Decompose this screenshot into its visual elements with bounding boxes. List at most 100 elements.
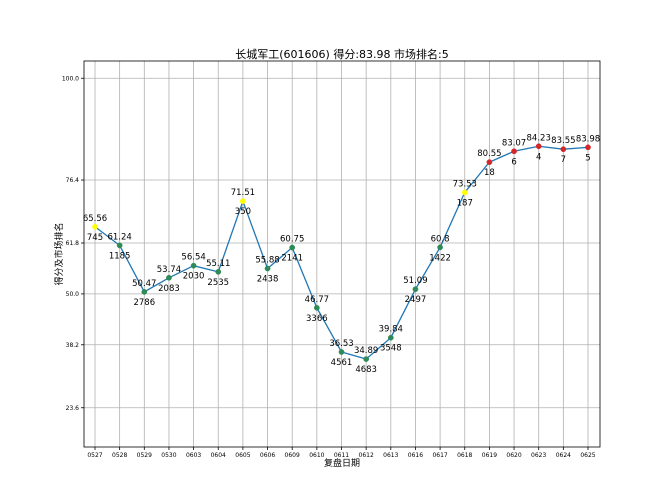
rank-data-label: 6	[511, 157, 516, 167]
rank-data-label: 5	[585, 153, 590, 163]
x-tick-label: 0605	[235, 452, 250, 459]
x-tick-label: 0620	[506, 452, 521, 459]
data-point	[116, 242, 123, 249]
score-data-label: 83.55	[551, 136, 575, 146]
data-point	[190, 262, 197, 269]
x-tick-label: 0606	[260, 452, 275, 459]
rank-data-label: 745	[87, 233, 103, 243]
x-tick-label: 0624	[556, 452, 571, 459]
x-tick-label: 0609	[285, 452, 300, 459]
x-tick-label: 0613	[383, 452, 398, 459]
data-point	[314, 304, 320, 311]
y-tick-label: 76.4	[66, 177, 80, 184]
data-point	[560, 146, 567, 153]
data-point	[215, 269, 222, 275]
score-data-label: 50.47	[132, 279, 156, 289]
x-tick-label: 0529	[137, 452, 152, 459]
data-point	[486, 159, 493, 165]
x-tick-label: 0618	[457, 452, 472, 459]
y-tick-label: 38.2	[66, 342, 80, 349]
x-axis: 0527 0528 0529 0530 0603 0604 0605 0606 0609 0610…	[87, 447, 596, 459]
x-tick-label: 0610	[309, 452, 324, 459]
data-point	[92, 223, 98, 230]
data-point	[511, 148, 517, 155]
rank-data-label: 350	[235, 207, 251, 217]
data-point	[535, 143, 542, 150]
score-data-label: 56.54	[181, 253, 205, 263]
x-tick-label: 0527	[87, 452, 102, 459]
y-tick-label: 23.6	[66, 405, 80, 412]
score-data-label: 84.23	[527, 133, 551, 143]
score-data-label: 65.56	[83, 214, 107, 224]
score-data-label: 61.24	[107, 232, 131, 242]
x-tick-label: 0603	[186, 452, 201, 459]
score-data-label: 83.98	[576, 134, 600, 144]
data-point	[264, 265, 271, 272]
rank-data-label: 3366	[306, 314, 328, 324]
data-point	[338, 349, 345, 355]
data-point	[363, 356, 369, 362]
x-tick-label: 0604	[211, 452, 226, 459]
y-axis: 23.6 38.2 50.0 61.8 76.4 100.0	[62, 75, 84, 412]
x-tick-label: 0528	[112, 452, 127, 459]
data-point	[461, 189, 468, 196]
rank-data-label: 3548	[380, 344, 402, 354]
x-tick-label: 0612	[359, 452, 374, 459]
rank-data-label: 2438	[257, 275, 279, 285]
score-data-label: 34.89	[354, 346, 378, 356]
y-tick-label: 50.0	[66, 291, 80, 298]
x-tick-label: 0617	[432, 452, 447, 459]
rank-data-label: 2083	[158, 284, 180, 294]
data-point	[240, 198, 246, 204]
y-tick-label: 100.0	[62, 75, 79, 82]
score-data-label: 55.11	[206, 259, 230, 269]
data-point	[412, 286, 419, 293]
x-axis-label: 复盘日期	[324, 457, 360, 469]
series-score	[92, 143, 591, 362]
plot-area-frame	[83, 60, 601, 448]
x-tick-label: 0611	[334, 452, 349, 459]
rank-data-label: 2535	[207, 278, 229, 288]
x-tick-label: 0530	[161, 452, 176, 459]
data-point	[289, 244, 296, 251]
score-data-label: 39.84	[379, 325, 403, 335]
score-data-label: 73.53	[453, 179, 477, 189]
rank-data-label: 7	[561, 155, 566, 165]
x-tick-label: 0616	[408, 452, 423, 459]
rank-data-label: 4	[536, 152, 541, 162]
score-data-label: 60.8	[431, 234, 450, 244]
rank-data-label: 2786	[133, 298, 155, 308]
score-data-label: 55.88	[255, 256, 279, 266]
rank-data-label: 2030	[183, 272, 205, 282]
rank-data-label: 4561	[331, 358, 353, 368]
x-tick-label: 0623	[531, 452, 546, 459]
score-data-label: 53.74	[157, 265, 181, 275]
rank-data-label: 1422	[429, 253, 451, 263]
score-data-label: 46.77	[305, 295, 329, 305]
data-point	[387, 334, 394, 341]
score-data-label: 36.53	[329, 339, 353, 349]
chart-title: 长城军工(601606) 得分:83.98 市场排名:5	[235, 47, 448, 61]
data-point	[437, 244, 443, 251]
y-tick-label: 61.8	[66, 240, 80, 247]
x-tick-label: 0619	[482, 452, 497, 459]
x-tick-label: 0625	[580, 452, 595, 459]
grid	[84, 61, 600, 447]
data-point	[585, 144, 591, 151]
rank-data-label: 18	[484, 168, 495, 178]
score-data-label: 80.55	[477, 149, 501, 159]
rank-data-label: 187	[457, 198, 473, 208]
rank-data-label: 4683	[355, 365, 377, 375]
score-data-label: 83.07	[502, 138, 526, 148]
data-point	[141, 289, 148, 295]
data-point	[166, 274, 172, 281]
rank-data-label: 2497	[405, 295, 427, 305]
score-data-label: 71.51	[231, 188, 255, 198]
rank-data-label: 2141	[281, 254, 303, 264]
score-data-label: 60.75	[280, 235, 304, 245]
y-axis-label: 得分及市场排名	[53, 222, 65, 285]
rank-data-label: 1185	[109, 251, 131, 261]
score-data-label: 51.09	[403, 276, 427, 286]
